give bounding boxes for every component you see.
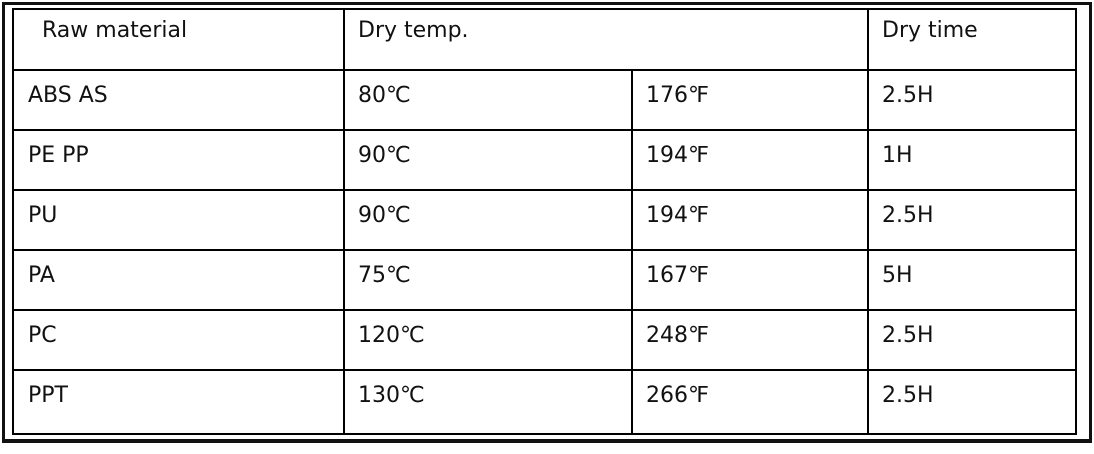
row-line bbox=[14, 369, 1077, 371]
table-cell: 5H bbox=[882, 263, 913, 288]
table: Raw material Dry temp. Dry time ABS AS 80℃ 17… bbox=[12, 8, 1077, 435]
table-cell: 176℉ bbox=[646, 83, 709, 108]
frame bbox=[2, 2, 1092, 443]
row-line bbox=[14, 189, 1077, 191]
row-line bbox=[14, 129, 1077, 131]
header-cell: Raw material bbox=[42, 18, 188, 43]
table-cell: PC bbox=[28, 323, 57, 348]
row-line bbox=[14, 249, 1077, 251]
header-cell: Dry time bbox=[882, 18, 978, 43]
table-cell: 80℃ bbox=[358, 83, 411, 108]
table-cell: PU bbox=[28, 203, 58, 228]
table-cell: 1H bbox=[882, 143, 913, 168]
table-cell: 167℉ bbox=[646, 263, 709, 288]
table-cell: 90℃ bbox=[358, 143, 411, 168]
table-cell: 194℉ bbox=[646, 143, 709, 168]
table-cell: PA bbox=[28, 263, 55, 288]
table-cell: 130℃ bbox=[358, 383, 425, 408]
table-cell: PE PP bbox=[28, 143, 89, 168]
col-line bbox=[867, 10, 869, 435]
col-line bbox=[631, 69, 633, 435]
table-cell: 2.5H bbox=[882, 203, 934, 228]
table-cell: 2.5H bbox=[882, 323, 934, 348]
table-cell: 90℃ bbox=[358, 203, 411, 228]
table-cell: 2.5H bbox=[882, 83, 934, 108]
header-cell: Dry temp. bbox=[358, 18, 469, 43]
row-line bbox=[14, 309, 1077, 311]
table-cell: PPT bbox=[28, 383, 68, 408]
table-cell: ABS AS bbox=[28, 83, 108, 108]
table-cell: 266℉ bbox=[646, 383, 709, 408]
table-cell: 248℉ bbox=[646, 323, 709, 348]
col-line bbox=[343, 10, 345, 435]
table-cell: 120℃ bbox=[358, 323, 425, 348]
table-cell: 2.5H bbox=[882, 383, 934, 408]
table-cell: 75℃ bbox=[358, 263, 411, 288]
row-line bbox=[14, 69, 1077, 71]
table-cell: 194℉ bbox=[646, 203, 709, 228]
